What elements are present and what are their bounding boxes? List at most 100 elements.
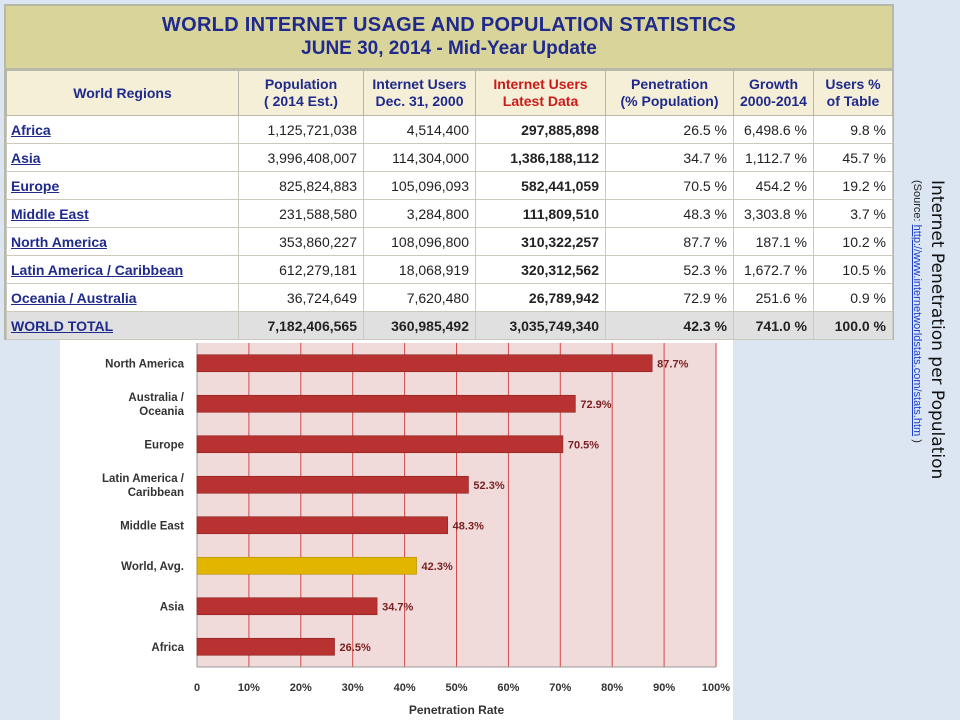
table-total-row: WORLD TOTAL 7,182,406,565 360,985,492 3,035… (6, 311, 893, 340)
region-cell: Middle East (6, 199, 239, 228)
value-cell: 48.3 % (605, 199, 734, 228)
bar-value-label: 42.3% (422, 561, 453, 573)
chart-caption: Internet Penetration per Population (Sou… (896, 180, 948, 550)
value-cell: 26,789,942 (475, 283, 606, 312)
value-cell: 0.9 % (813, 283, 893, 312)
x-tick-label: 30% (342, 682, 364, 694)
chart-svg: 0 10% 20% 30% 40% 50% 60% 70% 80% 90% 100% 87.7% Nor… (102, 343, 730, 717)
value-cell: 310,322,257 (475, 227, 606, 256)
category-label: Africa (151, 642, 184, 654)
x-tick-label: 10% (238, 682, 260, 694)
region-link[interactable]: North America (11, 233, 107, 250)
region-cell: North America (6, 227, 239, 256)
region-link[interactable]: Asia (11, 149, 41, 166)
bar-value-label: 26.5% (340, 642, 371, 654)
statistics-table-panel: WORLD INTERNET USAGE AND POPULATION STAT… (4, 4, 894, 340)
region-cell: Latin America / Caribbean (6, 255, 239, 284)
bar (196, 354, 653, 373)
source-link[interactable]: http://www.internetworldstats.com/stats.… (911, 224, 923, 437)
column-header-1: Population( 2014 Est.) (238, 70, 364, 116)
value-cell: 6,498.6 % (733, 115, 814, 144)
value-cell: 320,312,562 (475, 255, 606, 284)
statistics-table: World Regions Population( 2014 Est.) Inter… (6, 70, 893, 340)
x-tick-label: 80% (601, 682, 623, 694)
category-label: Australia / (128, 392, 184, 404)
value-cell: 297,885,898 (475, 115, 606, 144)
x-tick-label: 90% (653, 682, 675, 694)
value-cell: 105,096,093 (363, 171, 476, 200)
value-cell: 19.2 % (813, 171, 893, 200)
table-row: Middle East 231,588,580 3,284,800 111,809,5… (6, 199, 893, 228)
x-tick-label: 50% (445, 682, 467, 694)
column-header-6: Users % of Table (813, 70, 893, 116)
bar-value-label: 72.9% (580, 399, 611, 411)
value-cell: 45.7 % (813, 143, 893, 172)
value-cell: 3.7 % (813, 199, 893, 228)
region-link[interactable]: Africa (11, 121, 51, 138)
category-label: Europe (144, 439, 184, 451)
value-cell: 26.5 % (605, 115, 734, 144)
region-cell: Africa (6, 115, 239, 144)
column-header-line1: Penetration (630, 76, 708, 92)
column-header-line1: Population (264, 76, 338, 92)
value-cell: 1,125,721,038 (238, 115, 364, 144)
value-cell: 114,304,000 (363, 143, 476, 172)
bar (196, 637, 335, 656)
value-cell: 187.1 % (733, 227, 814, 256)
region-link[interactable]: Oceania / Australia (11, 289, 137, 306)
value-cell: 42.3 % (605, 311, 734, 340)
column-header-line1: Users % (825, 76, 881, 92)
value-cell: 1,386,188,112 (475, 143, 606, 172)
column-header-line1: Internet Users (372, 76, 467, 92)
value-cell: 108,096,800 (363, 227, 476, 256)
value-cell: 353,860,227 (238, 227, 364, 256)
table-row: Latin America / Caribbean 612,279,181 18,0… (6, 255, 893, 284)
value-cell: 9.8 % (813, 115, 893, 144)
value-cell: 34.7 % (605, 143, 734, 172)
value-cell: 360,985,492 (363, 311, 476, 340)
category-label: Latin America / (102, 473, 185, 485)
region-link[interactable]: Latin America / Caribbean (11, 261, 184, 278)
bar (196, 516, 448, 535)
category-label: Caribbean (128, 487, 184, 499)
category-label: World, Avg. (121, 561, 184, 573)
region-link[interactable]: Middle East (11, 205, 89, 222)
column-header-line2: of Table (826, 93, 880, 109)
table-title-line2: JUNE 30, 2014 - Mid-Year Update (301, 38, 597, 59)
caption-source: (Source: http://www.internetworldstats.c… (908, 180, 926, 550)
bar-value-label: 34.7% (382, 601, 413, 613)
region-link[interactable]: Europe (11, 177, 60, 194)
value-cell: 1,112.7 % (733, 143, 814, 172)
value-cell: 18,068,919 (363, 255, 476, 284)
column-header-line2: (% Population) (620, 93, 719, 109)
x-tick-label: 20% (290, 682, 312, 694)
value-cell: 612,279,181 (238, 255, 364, 284)
region-link[interactable]: WORLD TOTAL (11, 317, 114, 334)
category-label: Asia (160, 601, 185, 613)
region-cell: Oceania / Australia (6, 283, 239, 312)
value-cell: 3,035,749,340 (475, 311, 606, 340)
x-axis-label: Penetration Rate (409, 703, 505, 717)
x-tick-label: 60% (497, 682, 519, 694)
value-cell: 100.0 % (813, 311, 893, 340)
bar-value-label: 87.7% (657, 358, 688, 370)
value-cell: 454.2 % (733, 171, 814, 200)
bar (196, 556, 417, 575)
bar (196, 475, 469, 494)
value-cell: 3,996,408,007 (238, 143, 364, 172)
region-cell: Asia (6, 143, 239, 172)
bar-value-label: 48.3% (453, 520, 484, 532)
value-cell: 10.5 % (813, 255, 893, 284)
x-tick-label: 40% (394, 682, 416, 694)
table-title: WORLD INTERNET USAGE AND POPULATION STAT… (6, 6, 892, 70)
bar-value-label: 70.5% (568, 439, 599, 451)
value-cell: 7,182,406,565 (238, 311, 364, 340)
x-tick-label: 0 (194, 682, 200, 694)
value-cell: 1,672.7 % (733, 255, 814, 284)
table-row: North America 353,860,227 108,096,800 310,3… (6, 227, 893, 256)
column-header-line2: Latest Data (502, 93, 579, 109)
bar (196, 435, 564, 454)
value-cell: 231,588,580 (238, 199, 364, 228)
table-row: Europe 825,824,883 105,096,093 582,441,059 7… (6, 171, 893, 200)
category-label: North America (105, 358, 184, 370)
